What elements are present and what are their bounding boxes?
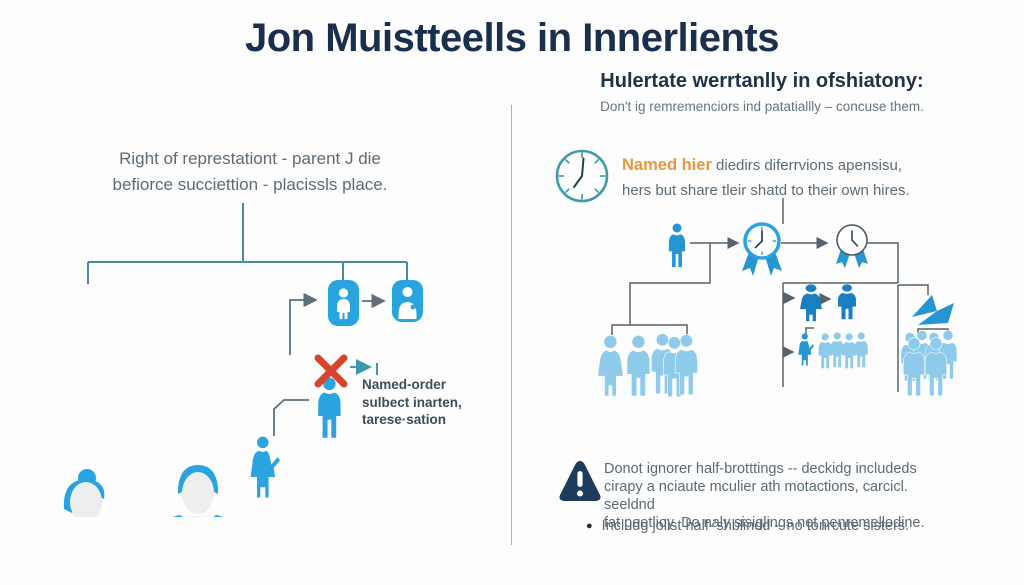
left-diagram [63, 203, 423, 517]
heirs-group-middle [818, 332, 868, 369]
family-tree-lines [87, 203, 408, 284]
flow-arrows [289, 292, 386, 355]
left-note-line2: befiorce succiettion - placissls place. [112, 175, 388, 195]
warning-note: Donot ignorer half-brotttings -- deckidg… [604, 460, 956, 533]
right-diagram [598, 198, 958, 398]
father-figure [172, 465, 224, 517]
heirs-group-left [598, 333, 698, 398]
crossed-note: Named-order sulbect inarten, tarese·sati… [362, 376, 472, 429]
crossed-note-line3: tarese·sation [362, 412, 447, 428]
granddaughter-small-figure [798, 333, 814, 366]
red-cross-icon [314, 354, 348, 388]
right-subheading: Don't ig remremenciors ind patatiallly –… [600, 99, 924, 114]
teal-arrow [350, 359, 378, 375]
portrait-badge-icon [392, 280, 423, 322]
widow-figure [800, 284, 822, 322]
bullet-note: ● Includg jolist half-'shblindd – no tonr… [586, 518, 976, 534]
right-heading: Hulertate werrtanlly in ofshiatony: [600, 70, 924, 92]
clock-icon [555, 149, 609, 203]
granddaughter-figure [250, 436, 281, 498]
left-note-line1: Right of represtationt - parent J die [119, 149, 381, 168]
heirs-group-right [900, 330, 958, 397]
mother-figure [63, 469, 105, 517]
warning-line3: fat peetlioy. Do naly sisiglings not pen… [604, 515, 925, 532]
warning-line1: Donot ignorer half-brotttings -- deckidg… [604, 461, 917, 477]
award-clock-icon-2 [836, 224, 868, 268]
heir-note: Named hier diedirs diferrvions apensisu,… [622, 153, 962, 202]
representation-line [273, 399, 309, 436]
heir-figure [668, 223, 686, 268]
bullet-text: Includg jolist half-'shblindd – no tonrc… [601, 518, 910, 534]
warning-line2: cirapy a nciaute mculier ath motactions,… [604, 479, 908, 514]
open-book-icon [912, 295, 954, 325]
crossed-note-line2: sulbect inarten, [362, 394, 462, 410]
panel-divider [511, 105, 512, 545]
page-title: Jon Muistteells in Innerlients [245, 16, 779, 60]
heir-highlight: Named hier [622, 156, 712, 174]
crossed-note-line1: Named-order [362, 377, 447, 392]
award-clock-icon [742, 222, 782, 276]
succession-lines [611, 198, 949, 392]
deceased-heir-figure [318, 377, 341, 438]
heir-man-figure [838, 284, 856, 320]
child-badge-icon [328, 280, 359, 326]
left-note: Right of represtationt - parent J die be… [70, 146, 430, 199]
heir-note-line1: Named hier diedirs diferrvions apensisu, [622, 153, 962, 179]
heir-line1-rest: diedirs diferrvions apensisu, [711, 157, 902, 174]
heir-note-line2: hers but share tleir shatd to their own … [622, 181, 910, 199]
warning-triangle-icon [559, 461, 601, 501]
bullet-icon: ● [586, 520, 593, 532]
